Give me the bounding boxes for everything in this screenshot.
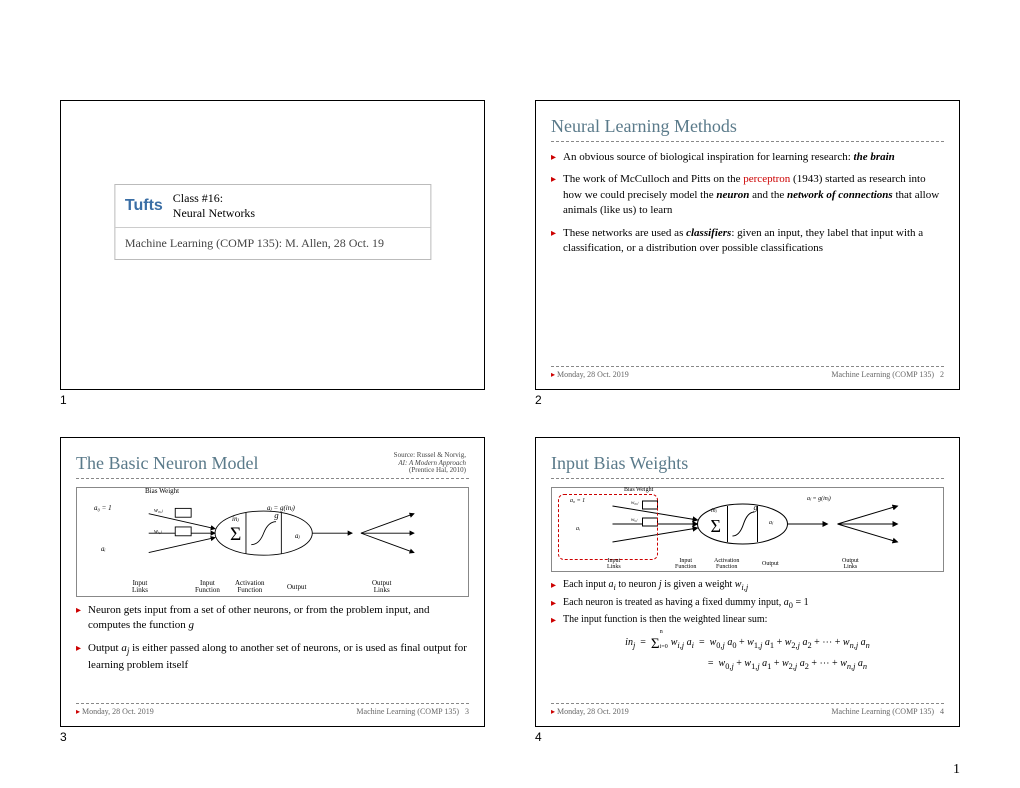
footer-course: Machine Learning (COMP 135) 2 (831, 370, 944, 379)
aj-eq-label: aⱼ = g(inⱼ) (807, 496, 831, 502)
class-line1: Class #16: (173, 191, 255, 206)
slide-4: Input Bias Weights Σ g (535, 437, 960, 727)
bias-weight-label: Bias Weight (624, 487, 653, 493)
bias-weight-label: Bias Weight (145, 488, 179, 495)
inj-label: inⱼ (711, 508, 717, 514)
slide-footer: Monday, 28 Oct. 2019 Machine Learning (C… (76, 703, 469, 716)
aj-label: aⱼ (295, 533, 300, 540)
lbl-output-links: OutputLinks (842, 558, 859, 570)
a0-label: a₀ = 1 (94, 505, 112, 512)
lbl-act-fn: ActivationFunction (714, 558, 739, 570)
slide-1-wrap: Tufts Class #16: Neural Networks Machine… (60, 100, 485, 407)
bullet: The input function is then the weighted … (551, 613, 944, 627)
svg-text:Σ: Σ (711, 516, 721, 536)
neuron-diagram-mini: Σ g Bias Weight a₀ = 1 w₀,ⱼ (551, 487, 944, 572)
bullet: These networks are used as classifiers: … (551, 226, 944, 257)
slide-footer: Monday, 28 Oct. 2019 Machine Learning (C… (551, 366, 944, 379)
wij-label: wᵢ,ⱼ (631, 518, 637, 523)
slide-4-wrap: Input Bias Weights Σ g (535, 437, 960, 744)
lbl-output: Output (762, 561, 779, 567)
slide-number: 4 (535, 730, 960, 744)
bullet-list: Neuron gets input from a set of other ne… (76, 603, 469, 673)
slide-footer: Monday, 28 Oct. 2019 Machine Learning (C… (551, 703, 944, 716)
lbl-input-fn: InputFunction (675, 558, 696, 570)
wij-label: wᵢ,ⱼ (154, 529, 162, 535)
page-number: 1 (953, 762, 960, 778)
slide-number: 2 (535, 393, 960, 407)
slide-2-wrap: Neural Learning Methods An obvious sourc… (535, 100, 960, 407)
lbl-output: Output (287, 584, 306, 591)
svg-text:Σ: Σ (230, 524, 241, 545)
title-top-row: Tufts Class #16: Neural Networks (115, 185, 430, 228)
bullet-list: Each input ai to neuron j is given a wei… (551, 578, 944, 627)
lbl-output-links: OutputLinks (372, 580, 391, 594)
source-citation: Source: Russel & Norvig,AI: A Modern App… (394, 452, 466, 475)
bullet-list: An obvious source of biological inspirat… (551, 150, 944, 256)
aj-eq-label: aⱼ = g(inⱼ) (267, 505, 295, 512)
inj-label: inⱼ (232, 516, 239, 523)
footer-date: Monday, 28 Oct. 2019 (551, 707, 629, 716)
lbl-input-links: InputLinks (607, 558, 621, 570)
math-formula-2: = w0,j + w1,j a1 + w2,j a2 + ⋯ + wn,j an (551, 656, 944, 673)
bullet: Neuron gets input from a set of other ne… (76, 603, 469, 634)
tufts-logo: Tufts (125, 197, 163, 215)
slide-number: 3 (60, 730, 485, 744)
w0j-label: w₀,ⱼ (154, 508, 163, 514)
footer-date: Monday, 28 Oct. 2019 (551, 370, 629, 379)
footer-date: Monday, 28 Oct. 2019 (76, 707, 154, 716)
w0j-label: w₀,ⱼ (631, 501, 638, 506)
ai-label: aᵢ (576, 526, 580, 532)
class-info: Class #16: Neural Networks (173, 191, 255, 221)
lbl-input-links: InputLinks (132, 580, 148, 594)
slide-1: Tufts Class #16: Neural Networks Machine… (60, 100, 485, 390)
svg-text:g: g (754, 503, 758, 512)
aj-label: aⱼ (769, 520, 773, 526)
slide-title: Input Bias Weights (551, 453, 944, 479)
lbl-input-fn: InputFunction (195, 580, 220, 594)
bullet: The work of McCulloch and Pitts on the p… (551, 172, 944, 218)
slide-title: Neural Learning Methods (551, 116, 944, 142)
slide-grid: Tufts Class #16: Neural Networks Machine… (60, 100, 960, 744)
course-subtitle: Machine Learning (COMP 135): M. Allen, 2… (115, 228, 430, 259)
slide-number: 1 (60, 393, 485, 407)
neuron-diagram: Σ g (76, 487, 469, 597)
footer-course: Machine Learning (COMP 135) 3 (356, 707, 469, 716)
bullet: Each neuron is treated as having a fixed… (551, 596, 944, 612)
class-line2: Neural Networks (173, 206, 255, 221)
slide-3: The Basic Neuron Model Source: Russel & … (60, 437, 485, 727)
footer-course: Machine Learning (COMP 135) 4 (831, 707, 944, 716)
bullet: Output aj is either passed along to anot… (76, 641, 469, 673)
a0-label: a₀ = 1 (570, 498, 585, 504)
math-formula-1: inj = Σi=0nwi,j ai = w0,j a0 + w1,j a1 +… (551, 630, 944, 653)
slide-3-wrap: The Basic Neuron Model Source: Russel & … (60, 437, 485, 744)
ai-label: aᵢ (101, 546, 106, 553)
bullet: An obvious source of biological inspirat… (551, 150, 944, 165)
bullet: Each input ai to neuron j is given a wei… (551, 578, 944, 594)
title-card: Tufts Class #16: Neural Networks Machine… (114, 184, 431, 260)
lbl-act-fn: ActivationFunction (235, 580, 265, 594)
slide-2: Neural Learning Methods An obvious sourc… (535, 100, 960, 390)
